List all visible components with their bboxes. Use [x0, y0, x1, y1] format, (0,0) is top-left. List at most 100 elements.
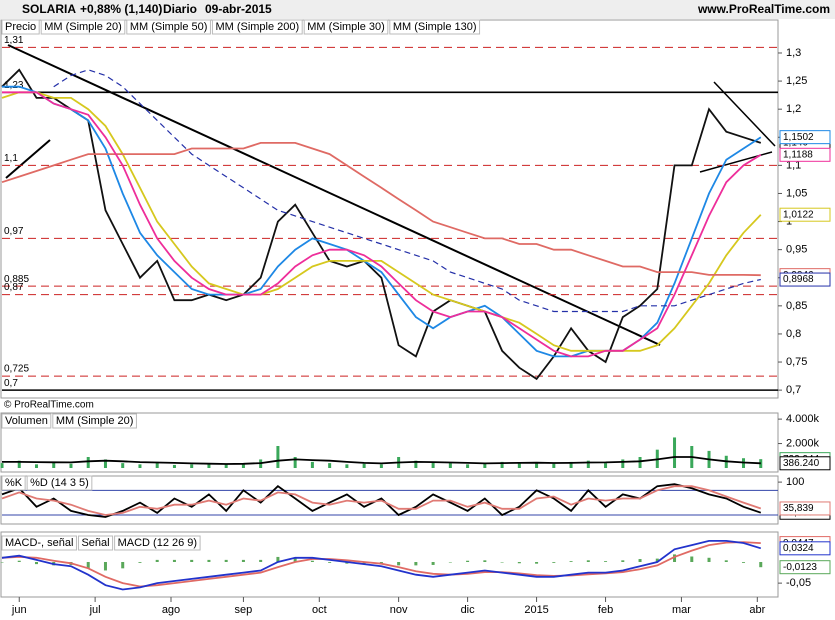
- x-tick-label: jun: [11, 604, 27, 616]
- legend-entry: %K: [5, 477, 23, 489]
- bar: [17, 460, 21, 468]
- bar: [500, 461, 504, 468]
- level-label: 0,7: [4, 378, 18, 389]
- legend-box: [26, 475, 93, 491]
- bar: [604, 561, 608, 562]
- level-label: 0,725: [4, 364, 29, 375]
- bar: [448, 463, 452, 468]
- bar: [172, 559, 176, 562]
- y-tick-label: 1,25: [786, 75, 807, 87]
- legend-box: [126, 19, 211, 35]
- bar: [483, 463, 487, 468]
- bar: [517, 562, 521, 564]
- x-tick-label: dic: [461, 604, 476, 616]
- series-line: [2, 456, 761, 465]
- value-label-box: [779, 560, 831, 575]
- site: www.ProRealTime.com: [697, 2, 830, 16]
- y-tick-label: 1,1: [786, 159, 801, 171]
- bar: [673, 437, 677, 468]
- bar: [190, 464, 194, 468]
- bar: [69, 463, 73, 468]
- header-bar: [0, 0, 835, 19]
- bar: [34, 562, 38, 565]
- macd-panel: [0, 531, 779, 598]
- bar: [190, 559, 194, 562]
- bar: [414, 562, 418, 566]
- bar: [638, 457, 642, 468]
- stochastic-panel: [0, 475, 779, 525]
- trend-line: [5, 139, 51, 179]
- series-line: [2, 91, 762, 358]
- bar: [466, 464, 470, 468]
- value-label: -0,0123: [783, 562, 817, 573]
- value-label: 1,0122: [783, 209, 814, 220]
- bar: [362, 463, 366, 468]
- x-tick-label: 2015: [524, 604, 548, 616]
- bar: [224, 559, 228, 562]
- level-label: 1,31: [4, 35, 24, 46]
- bar: [103, 562, 107, 571]
- bar: [276, 556, 280, 562]
- legend-entry: MM (Simple 20): [44, 21, 122, 33]
- bar: [155, 559, 159, 562]
- bar: [86, 457, 90, 468]
- value-label-box: [779, 501, 831, 516]
- bar: [224, 464, 228, 468]
- bar: [138, 464, 142, 468]
- bar: [517, 462, 521, 468]
- series-line: [53, 69, 761, 313]
- volume-panel: [0, 412, 779, 473]
- bar: [121, 562, 125, 569]
- bar: [103, 459, 107, 468]
- bar: [707, 557, 711, 562]
- bar: [569, 561, 573, 562]
- y-tick-label: 0,95: [786, 244, 807, 256]
- y-tick-label: 0,7: [786, 384, 801, 396]
- legend-entry: MACD-, señal: [5, 537, 73, 549]
- bar: [673, 554, 677, 562]
- value-label: 1,1502: [783, 132, 814, 143]
- bar: [17, 560, 21, 562]
- legend-box: [1, 535, 77, 551]
- legend-entry: MM (Simple 30): [307, 21, 385, 33]
- legend-entry: MACD (12 26 9): [118, 537, 197, 549]
- bar: [362, 562, 366, 565]
- value-label: 0,8968: [783, 274, 814, 285]
- bar: [552, 562, 556, 563]
- bar: [34, 464, 38, 468]
- legend-box: [1, 19, 40, 35]
- value-label-box: [779, 456, 831, 471]
- level-label: 0,97: [4, 226, 24, 237]
- level-label: 1,23: [4, 80, 24, 91]
- legend-box: [40, 19, 126, 35]
- series-line: [1, 142, 761, 277]
- bar: [293, 557, 297, 562]
- bar: [52, 461, 56, 468]
- series-line: [1, 68, 762, 381]
- x-tick-label: ago: [162, 604, 180, 616]
- legend-box: [1, 413, 52, 429]
- bar: [241, 559, 245, 562]
- value-label: 35,839: [783, 503, 814, 514]
- bar: [500, 562, 504, 563]
- y-tick-label: 1,05: [786, 187, 807, 199]
- source: © ProRealTime.com: [4, 400, 94, 411]
- bar: [448, 562, 452, 563]
- bar: [621, 560, 625, 562]
- bar: [535, 463, 539, 468]
- bar: [552, 463, 556, 468]
- x-tick-label: nov: [390, 604, 408, 616]
- bar: [690, 556, 694, 562]
- bar: [604, 463, 608, 468]
- value-label-box: [779, 207, 831, 222]
- bar: [414, 460, 418, 468]
- bar: [276, 446, 280, 468]
- bar: [379, 464, 383, 468]
- legend-box: [1, 475, 26, 491]
- x-tick-label: mar: [672, 604, 691, 616]
- bar: [759, 562, 763, 568]
- series-line: [1, 485, 762, 516]
- bar: [328, 562, 332, 563]
- bar: [431, 562, 435, 565]
- bar: [655, 558, 659, 562]
